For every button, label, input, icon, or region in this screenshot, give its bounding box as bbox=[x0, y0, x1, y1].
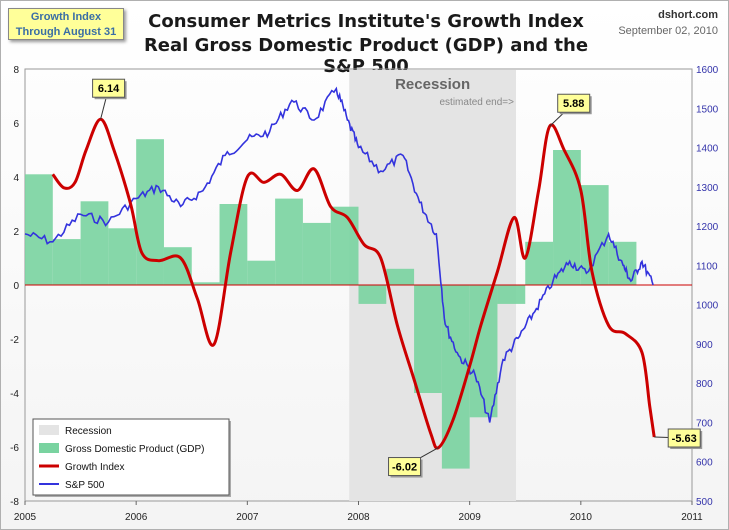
callout-box bbox=[557, 93, 591, 113]
y-left-tick-label: 0 bbox=[13, 281, 19, 292]
date-label: September 02, 2010 bbox=[618, 25, 718, 37]
legend-entry-sp500: S&P 500 bbox=[65, 480, 105, 491]
y-left-tick-label: 4 bbox=[13, 173, 19, 184]
y-right-tick-label: 1300 bbox=[696, 183, 719, 194]
y-right-tick-label: 1100 bbox=[696, 261, 718, 272]
y-left-tick-label: -8 bbox=[10, 497, 19, 508]
gdp-bar bbox=[136, 139, 164, 285]
callout-box bbox=[92, 78, 126, 98]
badge-line2: Through August 31 bbox=[15, 26, 117, 38]
gdp-bar bbox=[553, 150, 581, 285]
badge-line1: Growth Index bbox=[30, 11, 102, 23]
callout-box bbox=[667, 428, 701, 448]
gdp-bar bbox=[108, 228, 137, 285]
gdp-bar bbox=[358, 285, 387, 304]
y-right-tick-label: 600 bbox=[696, 458, 713, 469]
y-right-tick-label: 1000 bbox=[696, 301, 719, 312]
y-left-tick-label: -4 bbox=[10, 389, 19, 400]
x-tick-label: 2005 bbox=[14, 512, 37, 523]
legend-entry-gdp: Gross Domestic Product (GDP) bbox=[65, 444, 204, 455]
sp500-series-line bbox=[24, 86, 654, 423]
gdp-bar bbox=[80, 201, 109, 285]
callout-label: -6.02 bbox=[392, 462, 417, 474]
y-right-tick-label: 900 bbox=[696, 340, 713, 351]
y-left-tick-label: 6 bbox=[13, 119, 19, 130]
gdp-bar bbox=[414, 285, 442, 393]
legend-swatch-recession bbox=[39, 425, 59, 435]
callout-label: 6.14 bbox=[98, 83, 120, 95]
x-tick-label: 2009 bbox=[459, 512, 482, 523]
y-right-tick-label: 800 bbox=[696, 379, 713, 390]
y-right-tick-label: 700 bbox=[696, 418, 713, 429]
x-tick-label: 2011 bbox=[681, 512, 703, 523]
y-left-tick-label: -2 bbox=[10, 335, 19, 346]
y-right-tick-label: 1500 bbox=[696, 104, 719, 115]
gdp-bar bbox=[247, 260, 276, 285]
legend-box bbox=[32, 418, 230, 496]
source-label: dshort.com bbox=[658, 9, 718, 21]
y-left-tick-label: -6 bbox=[10, 443, 19, 454]
chart-title: Consumer Metrics Institute's Growth Inde… bbox=[148, 11, 584, 32]
gdp-bar bbox=[302, 222, 331, 285]
recession-label: Recession bbox=[395, 76, 470, 93]
gdp-bar bbox=[52, 239, 81, 285]
gdp-bar bbox=[525, 241, 554, 285]
y-right-tick-label: 1200 bbox=[696, 222, 719, 233]
gdp-bar bbox=[191, 282, 220, 285]
y-right-tick-label: 500 bbox=[696, 497, 713, 508]
callout-label: -5.63 bbox=[672, 433, 697, 445]
x-tick-label: 2007 bbox=[236, 512, 259, 523]
gdp-bar bbox=[275, 198, 303, 285]
growth-index-badge: Growth Index Through August 31 bbox=[8, 8, 124, 40]
legend-entry-growth: Growth Index bbox=[65, 462, 124, 473]
callout-label: 5.88 bbox=[563, 98, 584, 110]
gdp-bar bbox=[163, 247, 192, 285]
gdp-bar bbox=[330, 206, 359, 285]
legend-swatch-gdp bbox=[39, 443, 59, 453]
gdp-bar bbox=[386, 268, 415, 285]
callout-box bbox=[388, 457, 422, 477]
legend-entry-recession: Recession bbox=[65, 426, 112, 437]
x-tick-label: 2008 bbox=[347, 512, 370, 523]
y-right-tick-label: 1400 bbox=[696, 144, 719, 155]
growth-index-series-line bbox=[51, 117, 656, 450]
y-left-tick-label: 2 bbox=[13, 227, 19, 238]
recession-estimated-end: estimated end=> bbox=[439, 97, 514, 108]
y-left-tick-label: 8 bbox=[13, 65, 19, 76]
gdp-bar bbox=[497, 285, 526, 304]
x-tick-label: 2010 bbox=[570, 512, 593, 523]
x-tick-label: 2006 bbox=[125, 512, 148, 523]
gdp-bar bbox=[25, 174, 53, 285]
y-right-tick-label: 1600 bbox=[696, 65, 719, 76]
